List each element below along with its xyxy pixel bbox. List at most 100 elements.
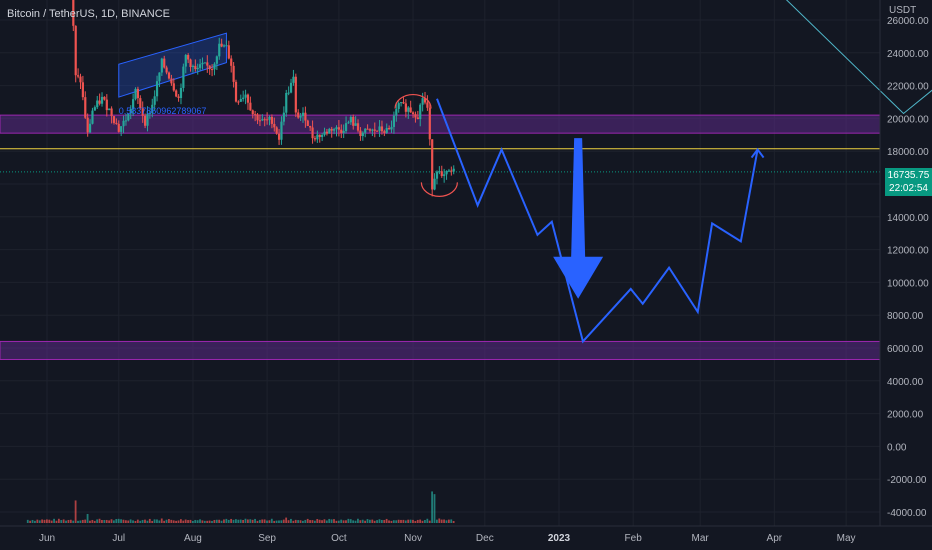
volume-bar [153,519,156,523]
candle-body [297,112,300,118]
price-tick-label: -2000.00 [887,475,927,486]
candle-body [187,54,190,60]
volume-bar [129,519,132,523]
volume-bar [187,520,189,523]
candle-body [242,97,245,99]
volume-bar [330,519,333,523]
candle-body [77,75,80,77]
volume-bar [29,520,32,523]
volume-bar [273,520,276,523]
volume-bar [57,518,60,523]
candle-body [201,62,204,65]
volume-bar [452,520,455,523]
candle-body [292,76,295,83]
candle-body [155,81,159,97]
volume-bar [376,520,378,523]
candle-body [411,112,415,115]
projection-path [436,98,759,344]
candle-body [301,112,305,117]
volume-bar [361,519,364,523]
volume-bar [67,519,70,523]
price-tick-label: 8000.00 [887,311,924,322]
volume-bar [409,519,412,523]
candle-body [388,127,391,130]
candle-body [311,127,314,139]
time-tick-label: Apr [767,533,783,544]
volume-bar [323,519,326,523]
volume-bar [373,520,376,523]
volume-bar [407,519,410,523]
volume-bar [72,520,75,523]
candle-body [158,72,161,82]
volume-bar [91,519,94,523]
volume-bar [440,519,443,523]
volume-bar [249,519,252,523]
candle-body [397,103,400,109]
candle-body [196,67,199,70]
candle-body [84,97,87,118]
volume-bar [151,520,154,523]
candle-body [349,116,352,123]
candle-body [270,116,273,124]
candle-body [385,127,388,133]
candle-body [304,112,307,121]
volume-bar [84,519,87,523]
volume-bar [79,520,82,523]
volume-bar [244,518,247,523]
volume-bar [175,520,177,523]
candle-body [344,123,348,132]
volume-bar [41,519,44,523]
current-price-value: 16735.75 [887,170,930,181]
time-tick-label: Aug [184,533,202,544]
volume-bar [246,519,249,523]
candle-body [419,104,422,120]
bar-countdown: 22:02:54 [889,183,928,194]
price-tick-label: 20000.00 [887,114,929,125]
top-arc [394,93,432,109]
candle-body [392,115,396,127]
time-tick-label: May [837,533,856,544]
candle-body [395,108,398,116]
candle-body [163,58,166,68]
volume-bar [168,519,170,523]
candle-body [383,131,386,133]
candle-body [373,129,376,131]
volume-bar [414,521,417,523]
zones [0,114,881,360]
volume-bar [156,519,158,523]
volume-bar [112,520,115,523]
candle-body [447,170,451,172]
time-tick-label: Nov [404,533,422,544]
volume-bar [345,520,347,523]
candle-body [445,170,448,175]
candle-body [433,178,436,190]
volume-bar [103,519,106,523]
candle-body [280,121,283,140]
volume-bar [220,520,223,523]
volume-bar [170,519,173,523]
candle-body [110,108,113,117]
candle-body [289,82,293,93]
candle-body [364,128,367,133]
volume-bar [194,519,197,523]
volume-bar [268,520,271,523]
volume-bar [50,520,53,523]
price-tick-label: -4000.00 [887,508,927,519]
fib-label: 0.5837860962789067 [119,106,207,116]
volume-bar [383,519,386,523]
candle-body [189,59,192,68]
candle-body [105,99,108,111]
volume-bar [426,518,429,523]
candle-body [342,131,345,134]
volume-bar [189,519,192,523]
candle-body [215,56,218,64]
candle-body [182,66,185,88]
candle-body [266,119,269,121]
volume-bar [160,518,163,523]
volume-bar [53,518,55,523]
volume-bar [38,520,41,523]
volume-bar [371,519,374,523]
candle-body [337,127,340,130]
support-zone [0,340,881,360]
